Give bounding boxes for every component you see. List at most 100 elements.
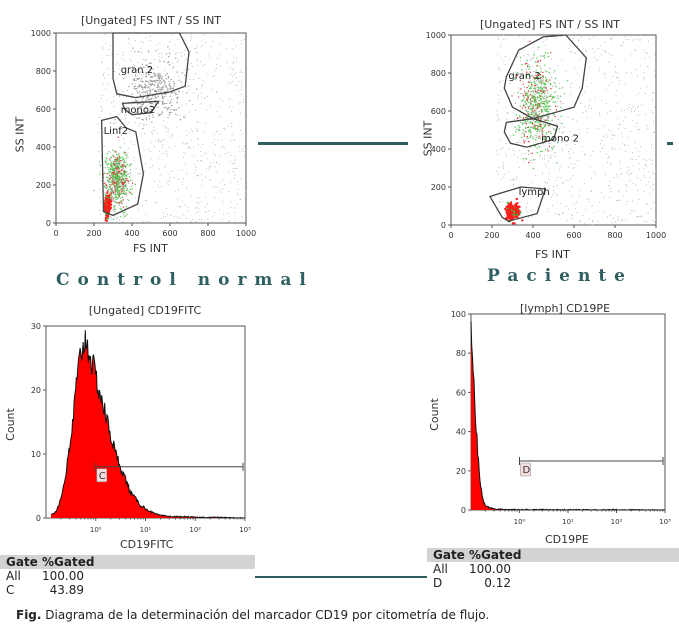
y-tick-label: 30 [31, 322, 41, 331]
event-dot [141, 110, 143, 112]
event-dot [197, 65, 199, 67]
event-dot [634, 49, 636, 51]
event-dot [154, 73, 156, 76]
event-dot [166, 72, 168, 75]
event-dot [119, 192, 121, 194]
event-dot [528, 140, 531, 143]
event-dot [198, 202, 200, 204]
event-dot [163, 120, 165, 122]
event-dot [162, 79, 165, 81]
event-dot [117, 158, 120, 161]
event-dot [146, 96, 149, 99]
event-dot [124, 166, 127, 168]
event-dot [528, 55, 530, 57]
event-dot [181, 182, 183, 184]
event-dot [100, 106, 102, 108]
event-dot [161, 103, 164, 105]
event-dot [555, 95, 557, 97]
event-dot [521, 100, 523, 102]
event-dot [157, 140, 159, 142]
event-dot [141, 80, 143, 83]
event-dot [112, 155, 115, 158]
event-dot [126, 189, 128, 191]
event-dot [115, 159, 118, 162]
event-dot [127, 72, 129, 74]
event-dot [163, 99, 165, 101]
event-dot [117, 171, 119, 173]
event-dot [537, 79, 540, 81]
event-dot [501, 198, 503, 200]
event-dot [635, 50, 637, 52]
event-dot [651, 163, 653, 165]
event-dot [213, 215, 215, 217]
event-dot [538, 135, 540, 137]
event-dot [230, 181, 232, 183]
event-dot [569, 152, 571, 154]
event-dot [519, 201, 521, 203]
event-dot [563, 182, 565, 184]
event-dot [553, 81, 555, 84]
event-dot [104, 186, 106, 189]
event-dot [184, 204, 186, 206]
event-dot [637, 110, 639, 112]
event-dot [554, 83, 556, 85]
event-dot [115, 151, 117, 153]
event-dot [123, 171, 125, 174]
event-dot [196, 121, 198, 123]
event-dot [125, 181, 127, 184]
event-dot [625, 38, 627, 40]
event-dot [653, 121, 655, 123]
event-dot [512, 210, 516, 213]
event-dot [572, 152, 574, 154]
event-dot [519, 105, 522, 107]
event-dot [140, 133, 142, 135]
event-dot [234, 155, 236, 157]
event-dot [505, 38, 507, 40]
event-dot [118, 172, 120, 174]
event-dot [577, 159, 579, 161]
event-dot [573, 52, 575, 54]
event-dot [558, 128, 561, 130]
event-dot [104, 160, 107, 162]
event-dot [637, 216, 639, 218]
plot-frame [470, 313, 666, 511]
event-dot [137, 125, 139, 127]
event-dot [527, 137, 529, 140]
event-dot [536, 76, 538, 79]
event-dot [138, 209, 140, 211]
event-dot [139, 122, 141, 124]
event-dot [552, 95, 554, 98]
event-dot [555, 109, 558, 111]
event-dot [145, 106, 147, 108]
event-dot [205, 168, 207, 170]
event-dot [115, 202, 118, 204]
event-dot [151, 164, 153, 166]
event-dot [107, 206, 110, 209]
event-dot [161, 97, 164, 100]
event-dot [560, 177, 562, 179]
gate-label: Linf2 [104, 126, 129, 137]
event-dot [503, 176, 505, 178]
event-dot [175, 109, 177, 111]
event-dot [176, 221, 178, 223]
event-dot [645, 203, 647, 205]
event-dot [614, 148, 616, 150]
event-dot [544, 76, 547, 79]
event-dot [161, 56, 163, 58]
event-dot [110, 45, 112, 47]
event-dot [146, 64, 148, 66]
event-dot [500, 219, 502, 221]
event-dot [580, 102, 582, 104]
event-dot [498, 67, 500, 69]
event-dot [515, 114, 517, 116]
event-dot [588, 201, 590, 203]
event-dot [142, 102, 145, 104]
event-dot [528, 92, 530, 94]
event-dot [149, 62, 151, 64]
event-dot [519, 56, 522, 59]
event-dot [594, 173, 596, 175]
event-dot [170, 109, 172, 111]
event-dot [653, 201, 655, 203]
event-dot [548, 116, 550, 118]
event-dot [101, 180, 103, 182]
